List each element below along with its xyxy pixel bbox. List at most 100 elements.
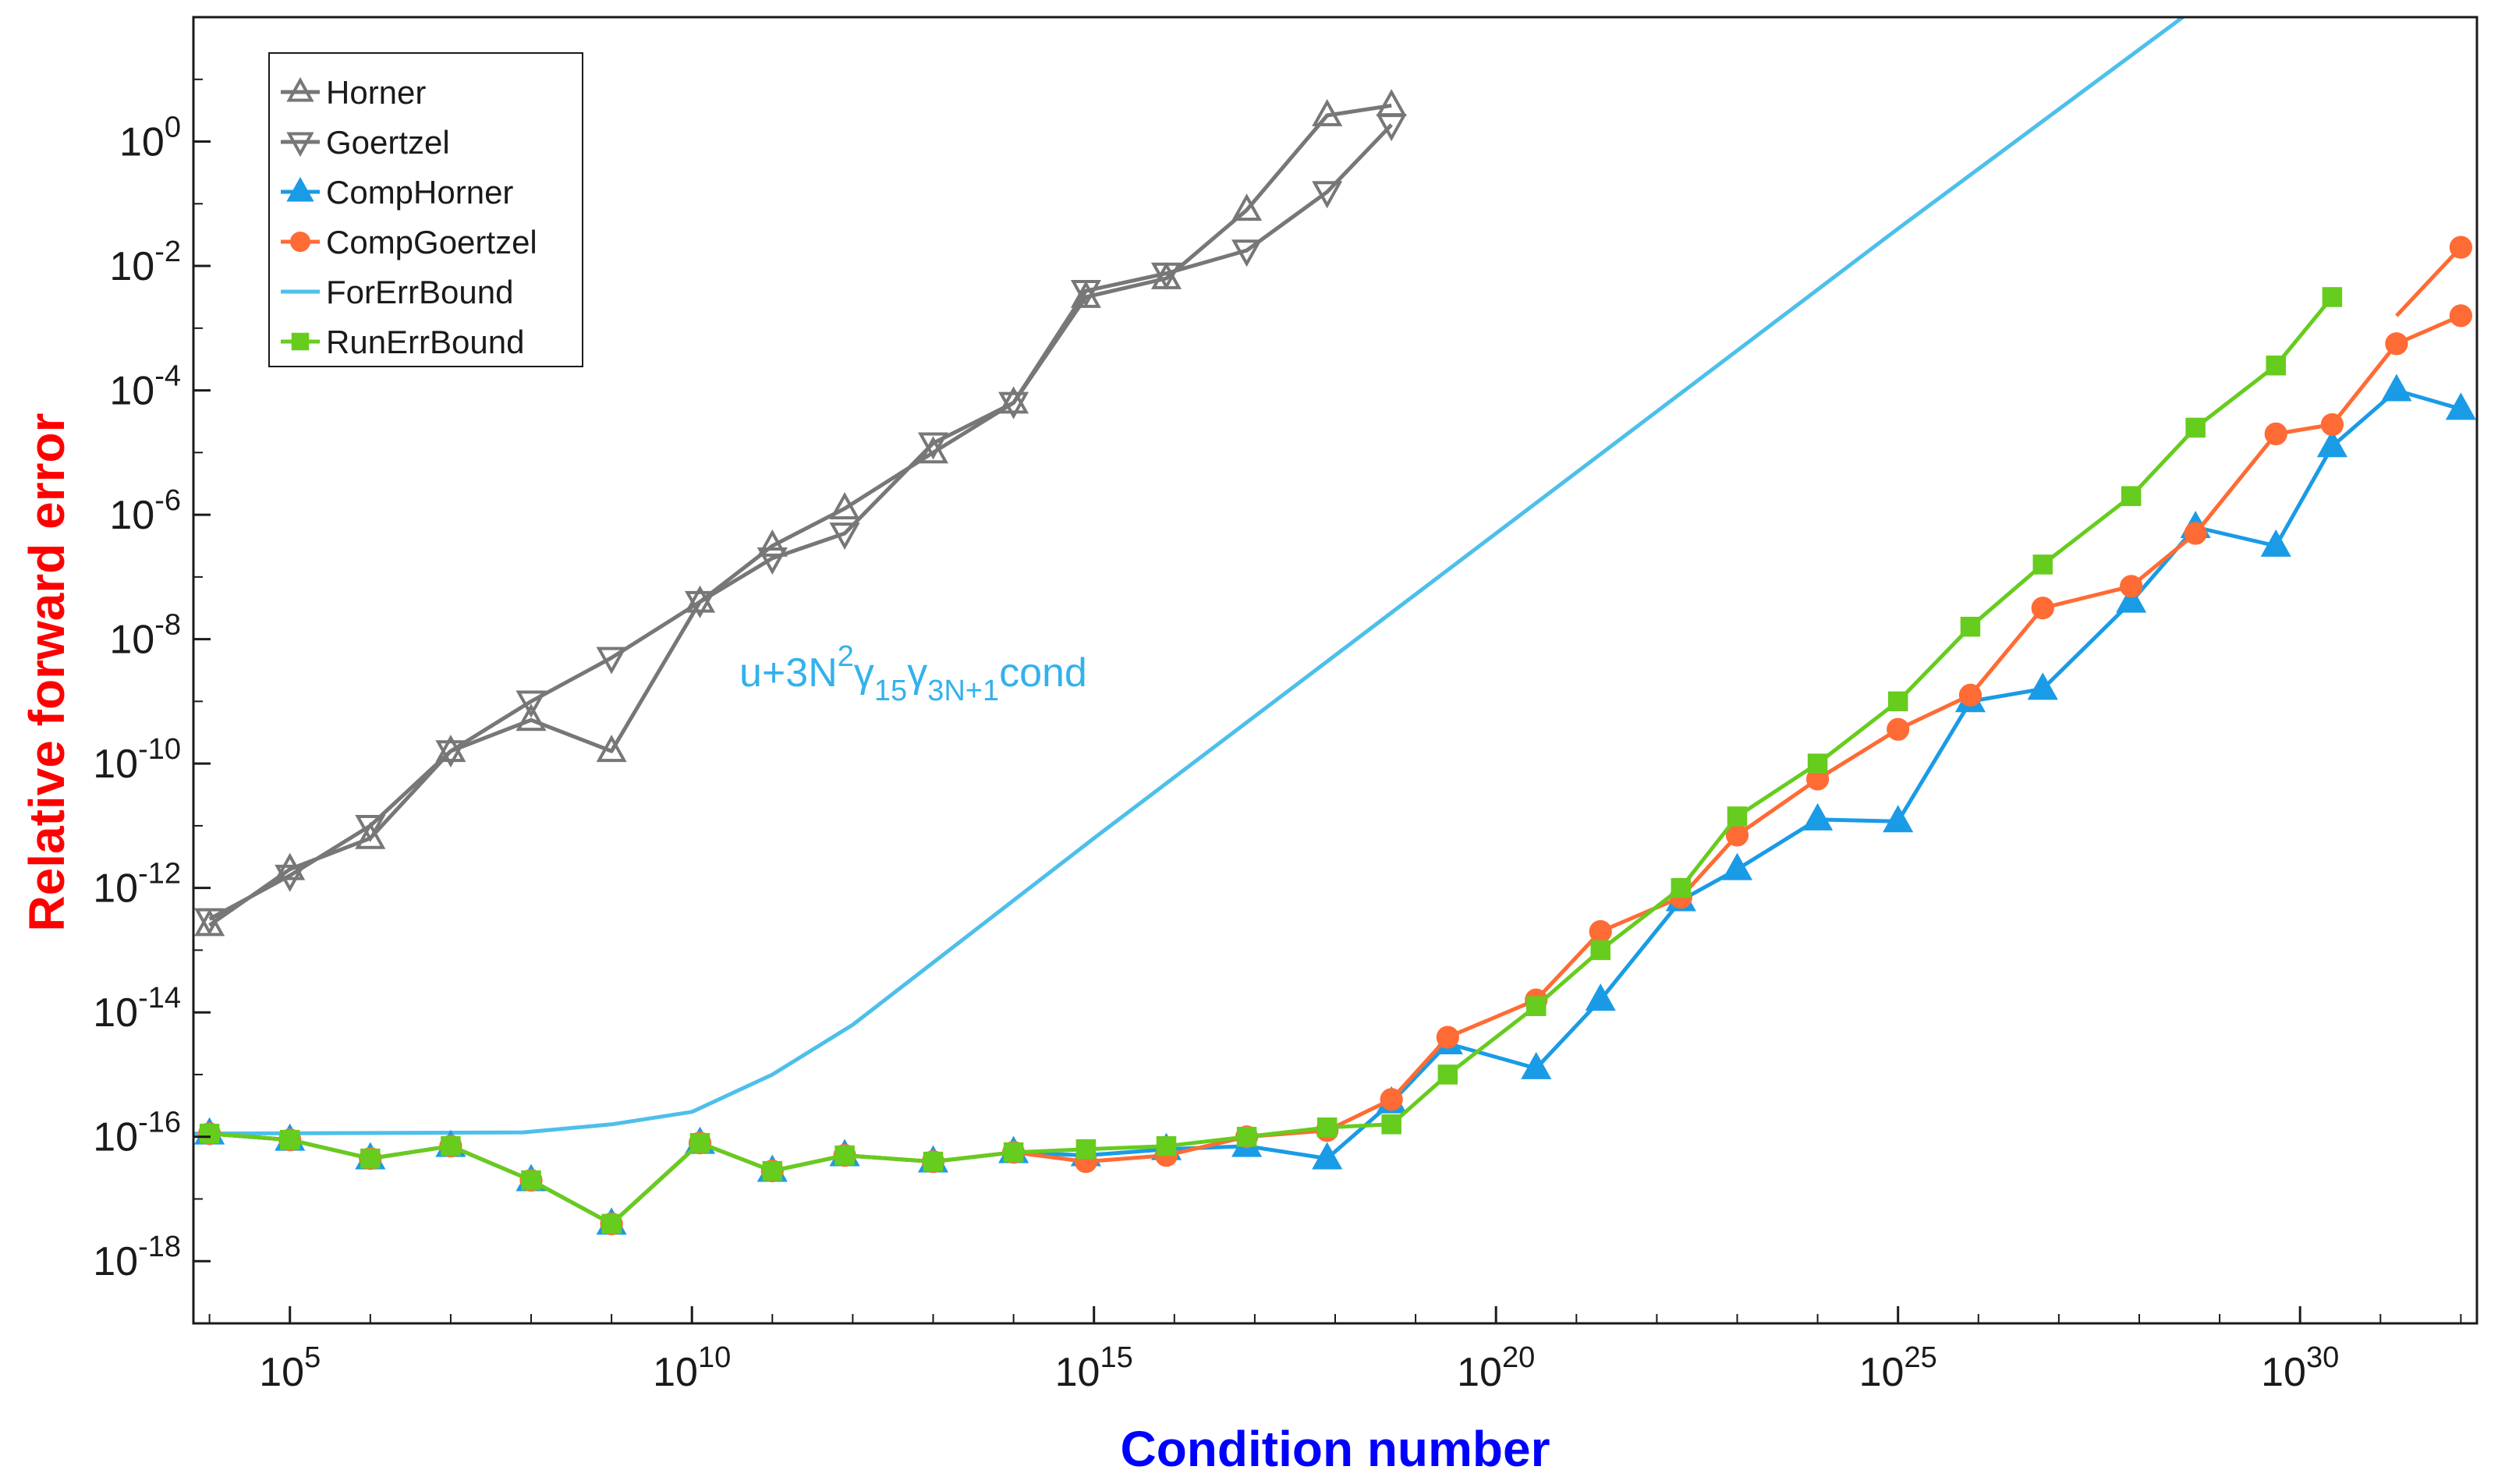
runerrbound-point xyxy=(521,1170,541,1191)
y-tick-label: 10-16 xyxy=(93,1107,181,1160)
legend-swatch-marker xyxy=(286,176,314,202)
comphorner-point xyxy=(1802,802,1834,831)
runerrbound-point xyxy=(199,1123,220,1144)
goertzel-point xyxy=(355,815,386,843)
runerrbound-point xyxy=(1381,1114,1401,1135)
compgoertzel-point xyxy=(1958,683,1982,707)
comphorner-point xyxy=(2116,585,2147,613)
legend-swatch-marker xyxy=(291,332,310,351)
runerrbound-point xyxy=(1075,1139,1097,1160)
runerrbound-point xyxy=(2121,486,2142,506)
legend-box xyxy=(268,52,583,367)
runerrbound-point xyxy=(923,1151,944,1172)
x-tick-label: 1030 xyxy=(2261,1341,2339,1395)
goertzel-point xyxy=(1150,262,1182,290)
runerrbound-point xyxy=(1671,877,1692,898)
compgoertzel-point xyxy=(2264,422,2287,446)
x-tick-label: 1025 xyxy=(1859,1341,1937,1395)
compgoertzel-point xyxy=(1380,1088,1403,1111)
compgoertzel-point xyxy=(1436,1025,1459,1049)
goertzel-point xyxy=(917,432,949,460)
goertzel-line xyxy=(208,123,1394,921)
legend: Horner Goertzel CompHorner CompGoertzel ForE… xyxy=(268,52,583,367)
comphorner-point xyxy=(1585,983,1616,1011)
runerrbound-point xyxy=(689,1132,710,1153)
runerrbound-point xyxy=(1437,1064,1458,1085)
runerrbound-point xyxy=(2266,355,2287,376)
y-tick-label: 10-10 xyxy=(93,733,181,787)
goertzel-point xyxy=(435,740,466,768)
runerrbound-point xyxy=(1590,940,1610,961)
runerrbound-point xyxy=(1727,806,1748,827)
legend-item-compgoertzel: CompGoertzel xyxy=(281,224,537,260)
legend-label: CompHorner xyxy=(326,174,513,211)
compgoertzel-point xyxy=(1589,919,1612,944)
y-tick-label: 10-2 xyxy=(109,236,181,289)
legend-swatch-marker xyxy=(286,76,314,102)
runerrbound-point xyxy=(2185,417,2206,438)
runerrbound-point xyxy=(2322,287,2343,307)
comphorner-point xyxy=(1883,805,1914,833)
runerrbound-point xyxy=(834,1145,855,1166)
horner-point xyxy=(1231,193,1263,221)
runerrbound-point xyxy=(279,1129,300,1150)
y-tick-label: 10-18 xyxy=(93,1231,181,1284)
series-goertzel xyxy=(194,114,1407,936)
legend-label: CompGoertzel xyxy=(326,224,537,260)
series-forerrbound xyxy=(193,17,2187,1136)
legend-label: Goertzel xyxy=(326,124,450,161)
horner-point xyxy=(829,492,860,520)
legend-item-comphorner: CompHorner xyxy=(281,174,513,211)
legend-item-horner: Horner xyxy=(281,74,426,111)
legend-item-forerrbound: ForErrBound xyxy=(281,274,513,310)
x-tick-label: 1020 xyxy=(1457,1341,1535,1395)
horner-point xyxy=(1312,98,1343,126)
y-tick-label: 10-8 xyxy=(109,609,181,663)
legend-item-goertzel: Goertzel xyxy=(281,124,450,161)
comphorner-point xyxy=(1312,1142,1343,1170)
compgoertzel-point xyxy=(2120,575,2143,598)
goertzel-point xyxy=(275,864,306,892)
horner-point xyxy=(516,703,547,731)
horner-line xyxy=(208,103,1392,927)
comphorner-point xyxy=(1721,852,1753,880)
compgoertzel-point xyxy=(2184,522,2207,545)
forerrbound-line xyxy=(193,17,2187,1136)
legend-swatch-marker xyxy=(286,132,314,158)
legend-item-runerrbound: RunErrBound xyxy=(281,324,524,360)
horner-point xyxy=(998,386,1029,414)
legend-label: Horner xyxy=(326,74,426,111)
runerrbound-point xyxy=(441,1135,461,1156)
compgoertzel-point xyxy=(2385,332,2408,356)
goertzel-point xyxy=(1312,181,1343,209)
y-tick-label: 10-12 xyxy=(93,858,181,912)
comphorner-point xyxy=(2027,672,2058,700)
goertzel-point xyxy=(756,547,788,576)
goertzel-point xyxy=(194,908,225,936)
runerrbound-point xyxy=(2032,554,2053,575)
horner-point xyxy=(596,735,627,763)
comphorner-point xyxy=(2445,392,2476,420)
goertzel-point xyxy=(829,522,860,551)
goertzel-point xyxy=(516,690,547,718)
y-tick-label: 10-14 xyxy=(93,982,181,1036)
runerrbound-point xyxy=(360,1148,381,1169)
goertzel-point xyxy=(1376,114,1407,142)
runerrbound-point xyxy=(1525,996,1547,1016)
compgoertzel-point xyxy=(2031,597,2054,620)
x-tick-label: 1010 xyxy=(653,1341,731,1395)
x-tick-label: 105 xyxy=(259,1341,321,1395)
runerrbound-point xyxy=(1156,1135,1177,1156)
series-layer xyxy=(193,17,2476,1235)
comphorner-point xyxy=(2316,430,2347,458)
runerrbound-point xyxy=(762,1160,783,1181)
legend-label: RunErrBound xyxy=(326,324,524,360)
legend-swatch-marker xyxy=(290,232,310,252)
series-runerrbound xyxy=(199,287,2343,1234)
goertzel-point xyxy=(684,590,716,618)
runerrbound-point xyxy=(1003,1142,1024,1163)
x-axis-title: Condition number xyxy=(1120,1421,1550,1477)
compgoertzel-point xyxy=(1887,717,1910,741)
runerrbound-point xyxy=(601,1213,622,1234)
